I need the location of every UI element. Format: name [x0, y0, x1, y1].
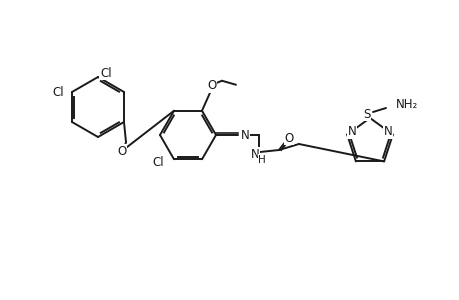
- Text: N: N: [383, 125, 392, 138]
- Text: N: N: [240, 128, 249, 142]
- Text: NH₂: NH₂: [395, 98, 417, 110]
- Text: S: S: [363, 107, 370, 121]
- Text: O: O: [117, 145, 126, 158]
- Text: O: O: [207, 79, 216, 92]
- Text: H: H: [257, 155, 265, 165]
- Text: N: N: [347, 125, 356, 138]
- Text: Cl: Cl: [100, 67, 112, 80]
- Text: Cl: Cl: [52, 85, 64, 98]
- Text: N: N: [250, 148, 259, 160]
- Text: Cl: Cl: [152, 156, 164, 169]
- Text: O: O: [284, 131, 293, 145]
